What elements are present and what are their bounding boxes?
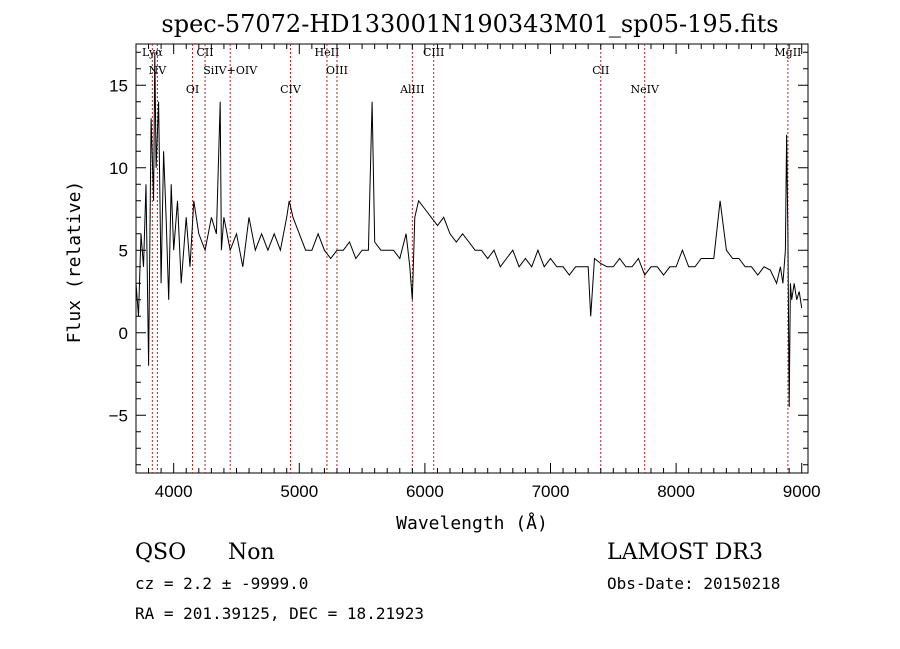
- y-tick-label: −5: [109, 406, 128, 425]
- x-tick-label: 6000: [406, 482, 444, 501]
- chart-title: spec-57072-HD133001N190343M01_sp05-195.f…: [161, 10, 778, 38]
- x-axis-label: Wavelength (Å): [396, 512, 548, 534]
- y-tick-label: 5: [119, 241, 128, 260]
- y-tick-label: 15: [109, 76, 128, 95]
- y-axis-label: Flux (relative): [64, 181, 85, 344]
- survey-name: LAMOST DR3: [607, 540, 763, 565]
- x-tick-label: 5000: [280, 482, 318, 501]
- spectral-line-label: CIII: [423, 46, 444, 59]
- spectral-line-label: Lyα: [142, 46, 163, 59]
- spectral-line-label: OIII: [326, 64, 348, 77]
- redshift-cz: cz = 2.2 ± -9999.0: [135, 574, 308, 593]
- spectral-line-markers: [151, 44, 789, 473]
- flux-series: [135, 52, 803, 408]
- spectral-line-label: CII: [197, 46, 214, 59]
- x-tick-label: 7000: [532, 482, 570, 501]
- x-tick-label: 4000: [155, 482, 193, 501]
- spectral-line-label: MgII: [774, 46, 801, 59]
- object-class: QSO: [135, 540, 186, 565]
- y-tick-label: 0: [119, 324, 128, 343]
- observation-date: Obs-Date: 20150218: [607, 574, 780, 593]
- x-tick-label: 9000: [783, 482, 821, 501]
- object-subclass: Non: [228, 540, 275, 565]
- axis-ticks: [135, 44, 808, 473]
- axis-tick-labels: 4000 5000 6000 7000 8000 9000 −5 0 5 10 15: [109, 76, 821, 501]
- spectral-line-label: SiIV+OIV: [203, 64, 258, 77]
- flux-series-line: [135, 52, 803, 408]
- spectral-line-label: AlIII: [399, 83, 425, 96]
- spectral-line-label: NV: [149, 64, 168, 77]
- plot-frame: [135, 43, 809, 474]
- spectral-line-labels: Lyα NV OI CII SiIV+OIV CIV HeII OIII AlIII CIII CI…: [142, 46, 801, 96]
- spectral-line-label: CIV: [280, 83, 302, 96]
- spectral-line-label: CII: [592, 64, 609, 77]
- y-tick-label: 10: [109, 159, 128, 178]
- spectral-line-label: OI: [186, 83, 199, 96]
- plot-area-border: [135, 43, 809, 474]
- x-tick-label: 8000: [657, 482, 695, 501]
- spectral-line-label: HeII: [315, 46, 340, 59]
- spectral-line-label: NeIV: [630, 83, 659, 96]
- ra-dec-coords: RA = 201.39125, DEC = 18.21923: [135, 604, 424, 623]
